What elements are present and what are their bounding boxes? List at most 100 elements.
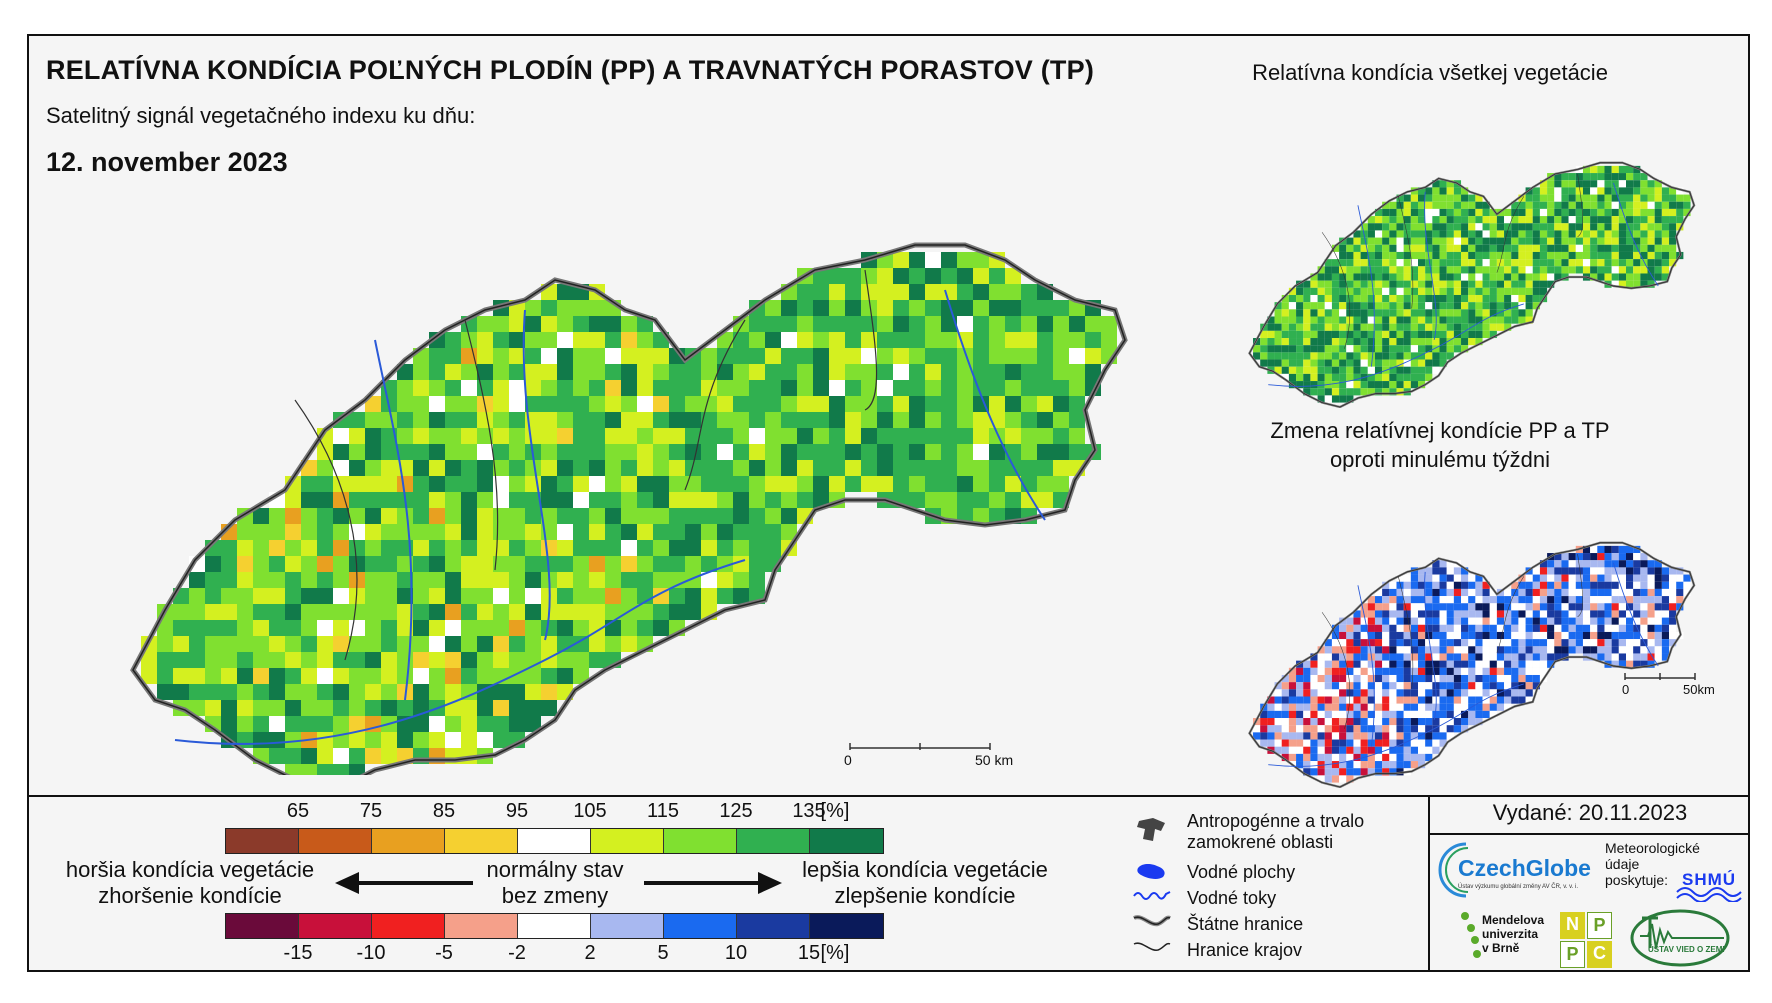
map-cell bbox=[493, 524, 509, 540]
map-cell bbox=[1324, 323, 1332, 331]
regional-border bbox=[294, 399, 358, 661]
map-cell bbox=[1453, 287, 1462, 295]
map-cell bbox=[1511, 309, 1519, 317]
map-cell bbox=[1353, 703, 1361, 711]
map-cell bbox=[653, 428, 669, 444]
map-cell bbox=[1661, 631, 1670, 640]
map-cell bbox=[925, 332, 941, 348]
map-cell bbox=[637, 364, 653, 380]
map-cell bbox=[333, 700, 349, 716]
map-cell bbox=[1453, 244, 1462, 252]
map-cell bbox=[1432, 567, 1440, 575]
map-cell bbox=[1532, 273, 1540, 281]
river bbox=[1424, 571, 1437, 720]
map-cell bbox=[1005, 300, 1021, 316]
map-cell bbox=[349, 684, 365, 700]
map-cell bbox=[1547, 251, 1555, 260]
map-cell bbox=[1496, 216, 1505, 224]
map-cell bbox=[1439, 603, 1447, 611]
map-cell bbox=[1324, 259, 1332, 267]
map-cell bbox=[669, 556, 685, 572]
map-cell bbox=[413, 668, 429, 684]
map-cell bbox=[1676, 581, 1684, 589]
map-cell bbox=[749, 524, 765, 540]
map-cell bbox=[1353, 266, 1361, 274]
map-cell bbox=[1403, 596, 1411, 604]
map-cell bbox=[525, 716, 541, 732]
map-cell bbox=[1303, 768, 1311, 776]
map-cell bbox=[925, 476, 941, 492]
map-cell bbox=[957, 428, 973, 444]
map-cell bbox=[781, 316, 797, 332]
map-cell bbox=[557, 412, 573, 428]
map-cell bbox=[1418, 653, 1426, 661]
map-cell bbox=[1539, 187, 1548, 195]
legend-swatch bbox=[299, 829, 372, 853]
map-cell bbox=[1360, 710, 1368, 719]
map-cell bbox=[1053, 332, 1069, 348]
map-cell bbox=[589, 412, 605, 428]
map-cell bbox=[1618, 617, 1626, 625]
map-cell bbox=[1453, 617, 1462, 625]
map-cell bbox=[1611, 581, 1619, 589]
map-cell bbox=[1439, 617, 1447, 625]
map-cell bbox=[1296, 330, 1304, 339]
map-cell bbox=[1267, 739, 1275, 747]
map-cell bbox=[1518, 639, 1526, 647]
regional-border bbox=[1577, 553, 1584, 617]
map-cell bbox=[1525, 266, 1533, 274]
map-cell bbox=[1482, 294, 1490, 303]
map-cell bbox=[1389, 381, 1397, 389]
map-cell bbox=[1461, 610, 1469, 618]
map-cell bbox=[1403, 338, 1411, 346]
map-cell bbox=[1288, 682, 1297, 690]
map-cell bbox=[1547, 560, 1555, 568]
map-cell bbox=[1410, 667, 1418, 675]
map-cell bbox=[1446, 201, 1454, 209]
map-cell bbox=[1410, 244, 1418, 252]
map-cell bbox=[813, 396, 829, 412]
map-cell bbox=[1281, 696, 1289, 704]
map-cell bbox=[1403, 237, 1411, 245]
map-cell bbox=[237, 588, 253, 604]
map-cell bbox=[1324, 388, 1332, 396]
map-cell bbox=[1611, 251, 1619, 260]
condition-tick-label: 85 bbox=[432, 800, 456, 822]
map-cell bbox=[445, 732, 461, 748]
map-cell bbox=[1539, 639, 1548, 647]
map-cell bbox=[1475, 631, 1483, 640]
map-cell bbox=[1339, 674, 1347, 683]
map-cell bbox=[397, 572, 413, 588]
map-cell bbox=[301, 540, 317, 556]
map-cell bbox=[1396, 689, 1404, 697]
map-cell bbox=[1561, 237, 1569, 245]
map-cell bbox=[1647, 187, 1655, 195]
map-cell bbox=[829, 316, 845, 332]
map-cell bbox=[1353, 273, 1361, 281]
anthropogenic-label: Antropogénne a trvalo zamokrené oblasti bbox=[1187, 811, 1364, 853]
map-cell bbox=[1396, 266, 1404, 274]
map-cell bbox=[413, 524, 429, 540]
map-cell bbox=[1518, 216, 1526, 224]
map-cell bbox=[1604, 187, 1612, 195]
map-cell bbox=[317, 604, 333, 620]
map-cell bbox=[1676, 187, 1684, 195]
map-cell bbox=[317, 652, 333, 668]
map-cell bbox=[1453, 345, 1462, 353]
map-cell bbox=[1446, 596, 1454, 604]
map-cell bbox=[1461, 244, 1469, 252]
change-tick-label: -2 bbox=[508, 942, 526, 964]
shmu-logo: SHMÚ bbox=[1682, 870, 1737, 889]
map-cell bbox=[1425, 667, 1433, 675]
map-cell bbox=[1525, 259, 1533, 267]
map-cell bbox=[1475, 660, 1483, 668]
map-cell bbox=[621, 428, 637, 444]
map-cell bbox=[1296, 338, 1304, 346]
water-body-icon bbox=[1137, 864, 1165, 879]
map-cell bbox=[1317, 273, 1325, 281]
map-cell bbox=[1647, 223, 1655, 231]
nppc-letter: P bbox=[1587, 912, 1612, 939]
map-cell bbox=[877, 396, 893, 412]
map-cell bbox=[941, 476, 957, 492]
map-cell bbox=[1382, 309, 1390, 317]
